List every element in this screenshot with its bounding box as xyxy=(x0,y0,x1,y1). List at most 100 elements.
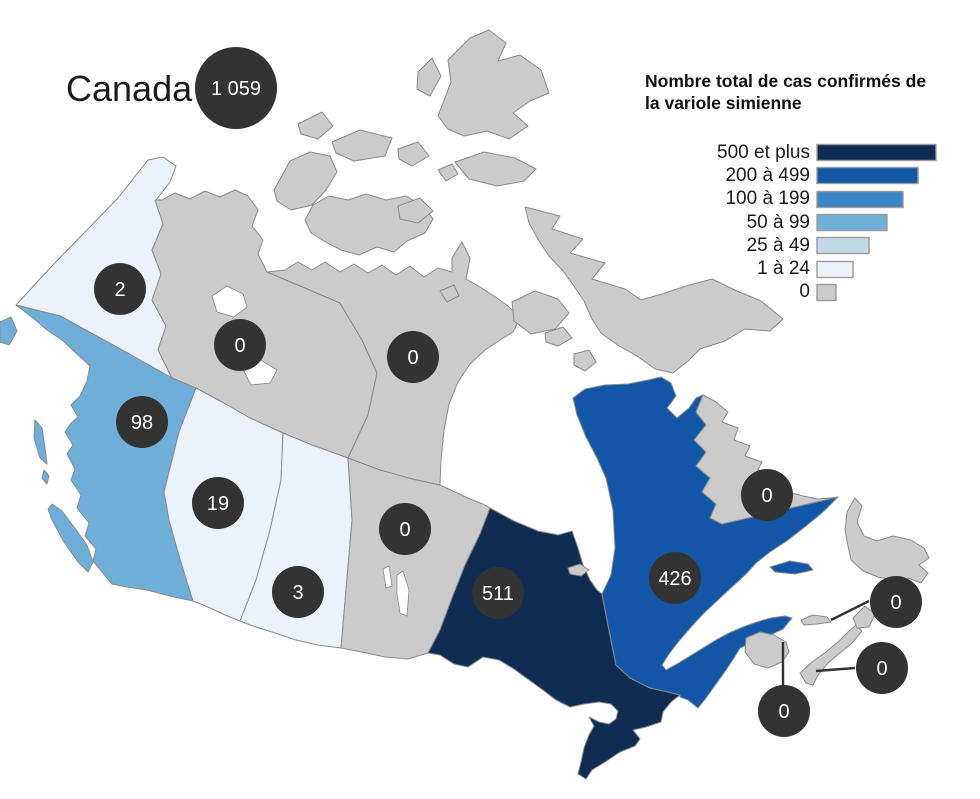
southampton-island xyxy=(511,290,570,335)
vancouver-island[interactable] xyxy=(47,503,94,573)
legend-swatch xyxy=(816,213,888,232)
arctic-islands[interactable] xyxy=(273,29,784,577)
legend: Nombre total de cas confirmés de la vari… xyxy=(645,70,975,302)
legend-item: 25 à 49 xyxy=(645,234,975,257)
bubble-circle xyxy=(379,503,431,555)
king-william-island xyxy=(439,284,460,303)
legend-item: 1 à 24 xyxy=(645,257,975,280)
case-count-bubble-ontario: 511 xyxy=(472,567,524,619)
case-count-bubble-alberta: 19 xyxy=(192,477,244,529)
bubble-circle xyxy=(856,642,908,694)
total-bubble-value: 1 059 xyxy=(211,78,261,100)
akimiski-island xyxy=(567,563,590,577)
legend-item: 200 à 499 xyxy=(645,164,975,187)
legend-swatch xyxy=(816,283,837,302)
bubble-value: 2 xyxy=(114,279,125,301)
ellesmere-island xyxy=(437,29,550,140)
province-nova-scotia[interactable] xyxy=(799,624,863,686)
bubble-value: 0 xyxy=(778,701,789,723)
bathurst-island xyxy=(397,141,430,167)
legend-swatch xyxy=(816,143,937,162)
case-count-bubble-new-brunswick: 0 xyxy=(758,685,810,737)
bubble-circle xyxy=(649,552,701,604)
legend-item-label: 200 à 499 xyxy=(725,164,810,186)
legend-rows: 500 et plus 200 à 499 100 à 199 50 à 99 … xyxy=(645,141,975,304)
legend-title-line2: la variole simienne xyxy=(645,93,802,114)
province-new-brunswick[interactable] xyxy=(744,631,790,669)
mansel-island xyxy=(573,349,597,372)
leader-line-nova-scotia xyxy=(815,666,856,673)
bubble-value: 98 xyxy=(131,412,153,434)
province-labrador[interactable] xyxy=(693,394,839,525)
legend-item-label: 1 à 24 xyxy=(757,258,810,280)
devon-island xyxy=(454,151,537,187)
legend-swatch xyxy=(816,167,919,185)
prince-patrick-island xyxy=(297,111,334,140)
page-title: Canada xyxy=(66,68,193,109)
bubble-value: 0 xyxy=(399,519,410,541)
legend-title-line1: Nombre total de cas confirmés de xyxy=(645,71,927,91)
somerset-island xyxy=(397,197,434,224)
case-count-bubble-yukon: 2 xyxy=(94,263,146,315)
cape-breton-island[interactable] xyxy=(852,605,876,629)
legend-item-label: 0 xyxy=(799,281,810,303)
legend-item-label: 100 à 199 xyxy=(725,188,810,210)
case-count-bubble-northwest-territories: 0 xyxy=(214,319,266,371)
legend-item: 0 xyxy=(645,281,975,304)
legend-item-label: 50 à 99 xyxy=(746,211,810,233)
anticosti-island[interactable] xyxy=(769,560,814,575)
legend-swatch xyxy=(816,237,870,255)
legend-item: 100 à 199 xyxy=(645,188,975,211)
newfoundland-island[interactable] xyxy=(844,497,930,587)
bubble-circle xyxy=(741,469,793,521)
bubble-value: 19 xyxy=(207,493,229,515)
cornwallis-island xyxy=(437,163,459,182)
bubble-circle xyxy=(214,319,266,371)
leader-line-pei xyxy=(830,599,870,622)
bubble-value: 0 xyxy=(234,335,245,357)
case-count-bubble-manitoba: 0 xyxy=(379,503,431,555)
bubble-circle xyxy=(94,263,146,315)
haida-gwaii-island-south[interactable] xyxy=(41,469,50,485)
bubble-value: 0 xyxy=(890,592,901,614)
melville-island xyxy=(331,129,393,162)
bubble-circle xyxy=(472,567,524,619)
case-count-bubble-quebec: 426 xyxy=(649,552,701,604)
bc-coast-sliver[interactable] xyxy=(0,316,18,346)
bubble-value: 0 xyxy=(407,347,418,369)
bubble-circle xyxy=(272,566,324,618)
great-bear-lake xyxy=(211,285,248,318)
case-count-bubble-newfoundland-labrador: 0 xyxy=(741,469,793,521)
haida-gwaii-island[interactable] xyxy=(33,419,48,465)
case-count-bubble-british-columbia: 98 xyxy=(116,396,168,448)
bubble-value: 0 xyxy=(761,485,772,507)
bubble-circle xyxy=(387,331,439,383)
province-prince-edward-island[interactable] xyxy=(800,614,832,626)
legend-title: Nombre total de cas confirmés de la vari… xyxy=(645,70,975,115)
bubble-value: 3 xyxy=(292,582,303,604)
legend-item-label: 25 à 49 xyxy=(746,234,810,256)
case-count-bubble-prince-edward-island: 0 xyxy=(870,576,922,628)
legend-item: 50 à 99 xyxy=(645,211,975,234)
case-count-bubble-nunavut: 0 xyxy=(387,331,439,383)
bubble-circle xyxy=(758,685,810,737)
axel-heiberg-island xyxy=(416,57,442,97)
bubble-value: 511 xyxy=(482,583,514,605)
bubble-value: 0 xyxy=(876,658,887,680)
bubble-value: 426 xyxy=(658,568,691,590)
total-bubble: 1 059 xyxy=(195,47,277,129)
case-count-bubble-nova-scotia: 0 xyxy=(856,642,908,694)
baffin-island xyxy=(524,206,784,374)
case-count-bubble-saskatchewan: 3 xyxy=(272,566,324,618)
total-bubble-circle xyxy=(195,47,277,129)
coats-island xyxy=(544,326,573,347)
bubble-circle xyxy=(192,477,244,529)
legend-item: 500 et plus xyxy=(645,141,975,164)
legend-swatch xyxy=(816,260,854,278)
bubble-circle xyxy=(870,576,922,628)
legend-swatch xyxy=(816,190,904,208)
lake-winnipegosis xyxy=(382,565,393,589)
bubble-circle xyxy=(116,396,168,448)
